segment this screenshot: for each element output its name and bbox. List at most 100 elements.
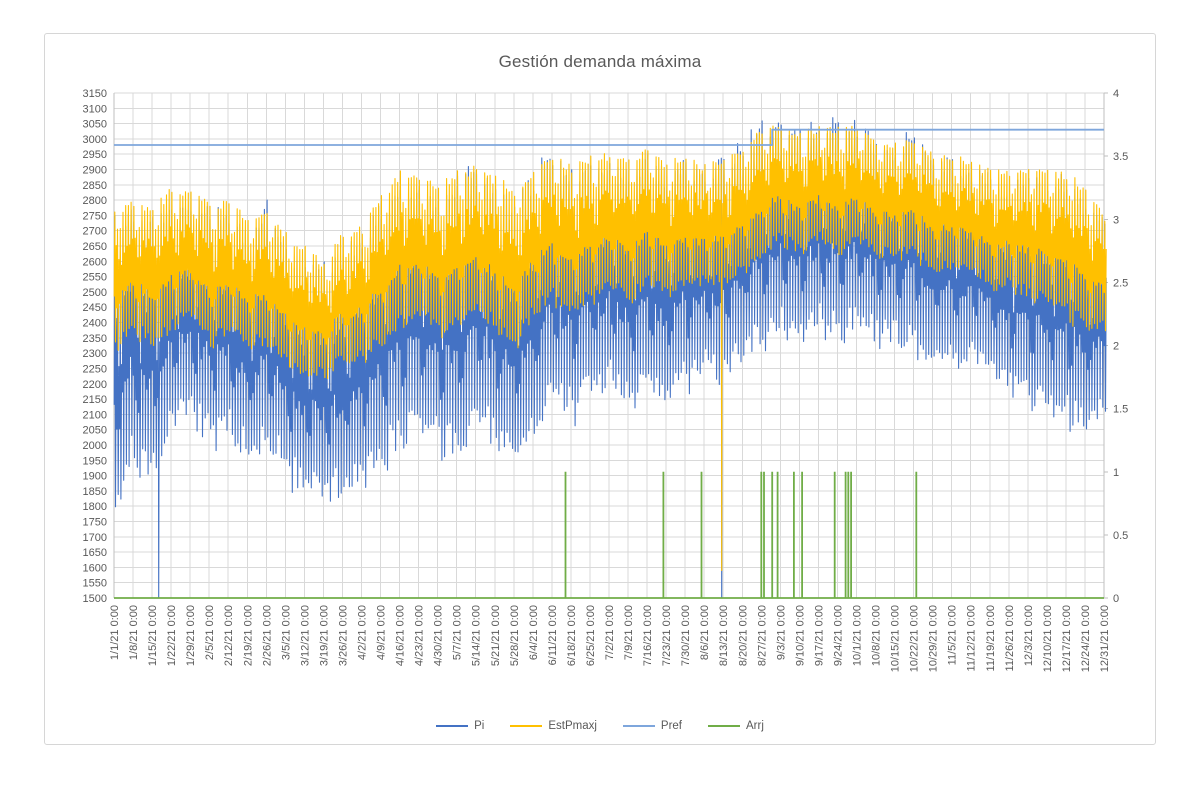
- svg-text:2100: 2100: [83, 409, 107, 421]
- legend-swatch-pi: [436, 725, 469, 727]
- svg-text:1750: 1750: [83, 516, 107, 528]
- svg-text:2/19/21 0:00: 2/19/21 0:00: [242, 605, 254, 666]
- legend-swatch-estpmaxj: [510, 725, 543, 727]
- svg-text:2550: 2550: [83, 272, 107, 284]
- svg-text:2650: 2650: [83, 241, 107, 253]
- svg-text:1950: 1950: [83, 455, 107, 467]
- svg-text:1/1/21 0:00: 1/1/21 0:00: [109, 605, 121, 660]
- svg-text:0.5: 0.5: [1113, 530, 1128, 542]
- svg-text:2500: 2500: [83, 287, 107, 299]
- svg-text:3/5/21 0:00: 3/5/21 0:00: [280, 605, 292, 660]
- svg-text:1850: 1850: [83, 486, 107, 498]
- chart-plot-area: 3150 3100 3050 3000 2950 2900 2850 2800 2750 2700…: [83, 88, 1129, 672]
- svg-text:10/15/21 0:00: 10/15/21 0:00: [890, 605, 902, 672]
- svg-text:2050: 2050: [83, 425, 107, 437]
- legend-item-pi[interactable]: Pi: [436, 720, 484, 732]
- svg-text:12/3/21 0:00: 12/3/21 0:00: [1023, 605, 1035, 666]
- svg-text:2850: 2850: [83, 180, 107, 192]
- chart-card[interactable]: Gestión demanda máxima 3150 3100 3050 3000 2…: [44, 33, 1156, 745]
- svg-text:2/5/21 0:00: 2/5/21 0:00: [204, 605, 216, 660]
- svg-text:2200: 2200: [83, 379, 107, 391]
- series-estpmaxj: [113, 125, 1107, 572]
- svg-text:12/24/21 0:00: 12/24/21 0:00: [1080, 605, 1092, 672]
- svg-text:3.5: 3.5: [1113, 151, 1128, 163]
- legend-label: EstPmaxj: [548, 720, 597, 732]
- svg-text:3/12/21 0:00: 3/12/21 0:00: [299, 605, 311, 666]
- svg-text:7/16/21 0:00: 7/16/21 0:00: [642, 605, 654, 666]
- chart-legend: Pi EstPmaxj Pref Arrj: [45, 720, 1155, 732]
- svg-text:4/16/21 0:00: 4/16/21 0:00: [395, 605, 407, 666]
- svg-text:0: 0: [1113, 593, 1119, 605]
- svg-text:8/27/21 0:00: 8/27/21 0:00: [756, 605, 768, 666]
- svg-text:7/23/21 0:00: 7/23/21 0:00: [661, 605, 673, 666]
- svg-text:2.5: 2.5: [1113, 277, 1128, 289]
- svg-text:7/30/21 0:00: 7/30/21 0:00: [680, 605, 692, 666]
- svg-text:1800: 1800: [83, 501, 107, 513]
- svg-text:5/28/21 0:00: 5/28/21 0:00: [509, 605, 521, 666]
- svg-text:2/26/21 0:00: 2/26/21 0:00: [261, 605, 273, 666]
- svg-text:1/15/21 0:00: 1/15/21 0:00: [147, 605, 159, 666]
- svg-text:1/8/21 0:00: 1/8/21 0:00: [128, 605, 140, 660]
- svg-text:8/13/21 0:00: 8/13/21 0:00: [718, 605, 730, 666]
- svg-text:1650: 1650: [83, 547, 107, 559]
- svg-text:2750: 2750: [83, 210, 107, 222]
- svg-text:10/8/21 0:00: 10/8/21 0:00: [871, 605, 883, 666]
- svg-text:12/17/21 0:00: 12/17/21 0:00: [1061, 605, 1073, 672]
- svg-text:9/24/21 0:00: 9/24/21 0:00: [832, 605, 844, 666]
- x-axis-labels: 1/1/21 0:00 1/8/21 0:00 1/15/21 0:00 1/22/2…: [109, 605, 1111, 672]
- svg-text:12/10/21 0:00: 12/10/21 0:00: [1042, 605, 1054, 672]
- legend-item-pref[interactable]: Pref: [622, 720, 682, 732]
- chart-title: Gestión demanda máxima: [498, 52, 702, 71]
- svg-text:5/7/21 0:00: 5/7/21 0:00: [452, 605, 464, 660]
- svg-text:4: 4: [1113, 88, 1119, 100]
- svg-text:10/29/21 0:00: 10/29/21 0:00: [928, 605, 940, 672]
- svg-text:4/2/21 0:00: 4/2/21 0:00: [357, 605, 369, 660]
- svg-text:3/19/21 0:00: 3/19/21 0:00: [318, 605, 330, 666]
- svg-text:1/22/21 0:00: 1/22/21 0:00: [166, 605, 178, 666]
- legend-label: Pref: [660, 720, 682, 732]
- svg-text:2250: 2250: [83, 363, 107, 375]
- svg-text:11/5/21 0:00: 11/5/21 0:00: [947, 605, 959, 665]
- svg-text:2300: 2300: [83, 348, 107, 360]
- svg-text:3: 3: [1113, 214, 1119, 226]
- svg-text:12/31/21 0:00: 12/31/21 0:00: [1099, 605, 1111, 672]
- legend-label: Arrj: [746, 720, 764, 732]
- svg-text:1: 1: [1113, 467, 1119, 479]
- svg-text:7/2/21 0:00: 7/2/21 0:00: [604, 605, 616, 660]
- legend-item-estpmaxj[interactable]: EstPmaxj: [510, 720, 597, 732]
- legend-swatch-arrj: [708, 725, 740, 727]
- legend-label: Pi: [474, 720, 485, 732]
- svg-text:9/3/21 0:00: 9/3/21 0:00: [775, 605, 787, 660]
- svg-text:10/22/21 0:00: 10/22/21 0:00: [909, 605, 921, 672]
- svg-text:2350: 2350: [83, 333, 107, 345]
- svg-text:7/9/21 0:00: 7/9/21 0:00: [623, 605, 635, 660]
- svg-text:3050: 3050: [83, 119, 107, 131]
- svg-text:2/12/21 0:00: 2/12/21 0:00: [223, 605, 235, 666]
- svg-text:9/10/21 0:00: 9/10/21 0:00: [794, 605, 806, 666]
- svg-text:2950: 2950: [83, 149, 107, 161]
- svg-text:11/12/21 0:00: 11/12/21 0:00: [966, 605, 978, 671]
- series-pref: [114, 128, 1104, 146]
- svg-text:4/9/21 0:00: 4/9/21 0:00: [376, 605, 388, 660]
- svg-text:6/4/21 0:00: 6/4/21 0:00: [528, 605, 540, 660]
- svg-text:1/29/21 0:00: 1/29/21 0:00: [185, 605, 197, 666]
- svg-text:3/26/21 0:00: 3/26/21 0:00: [337, 605, 349, 666]
- legend-item-arrj[interactable]: Arrj: [708, 720, 764, 732]
- svg-text:1550: 1550: [83, 578, 107, 590]
- svg-text:2600: 2600: [83, 256, 107, 268]
- svg-text:2900: 2900: [83, 165, 107, 177]
- svg-text:6/18/21 0:00: 6/18/21 0:00: [566, 605, 578, 666]
- legend-swatch-pref: [622, 725, 655, 727]
- svg-text:1900: 1900: [83, 471, 107, 483]
- svg-text:9/17/21 0:00: 9/17/21 0:00: [813, 605, 825, 666]
- svg-text:11/26/21 0:00: 11/26/21 0:00: [1004, 605, 1016, 671]
- y-left-axis-labels: 3150 3100 3050 3000 2950 2900 2850 2800 2750 2700…: [83, 88, 107, 605]
- svg-text:8/20/21 0:00: 8/20/21 0:00: [737, 605, 749, 666]
- svg-text:6/11/21 0:00: 6/11/21 0:00: [547, 605, 559, 665]
- svg-text:2000: 2000: [83, 440, 107, 452]
- svg-text:11/19/21 0:00: 11/19/21 0:00: [985, 605, 997, 671]
- svg-text:1.5: 1.5: [1113, 404, 1128, 416]
- svg-text:2800: 2800: [83, 195, 107, 207]
- svg-text:2400: 2400: [83, 318, 107, 330]
- svg-text:8/6/21 0:00: 8/6/21 0:00: [699, 605, 711, 660]
